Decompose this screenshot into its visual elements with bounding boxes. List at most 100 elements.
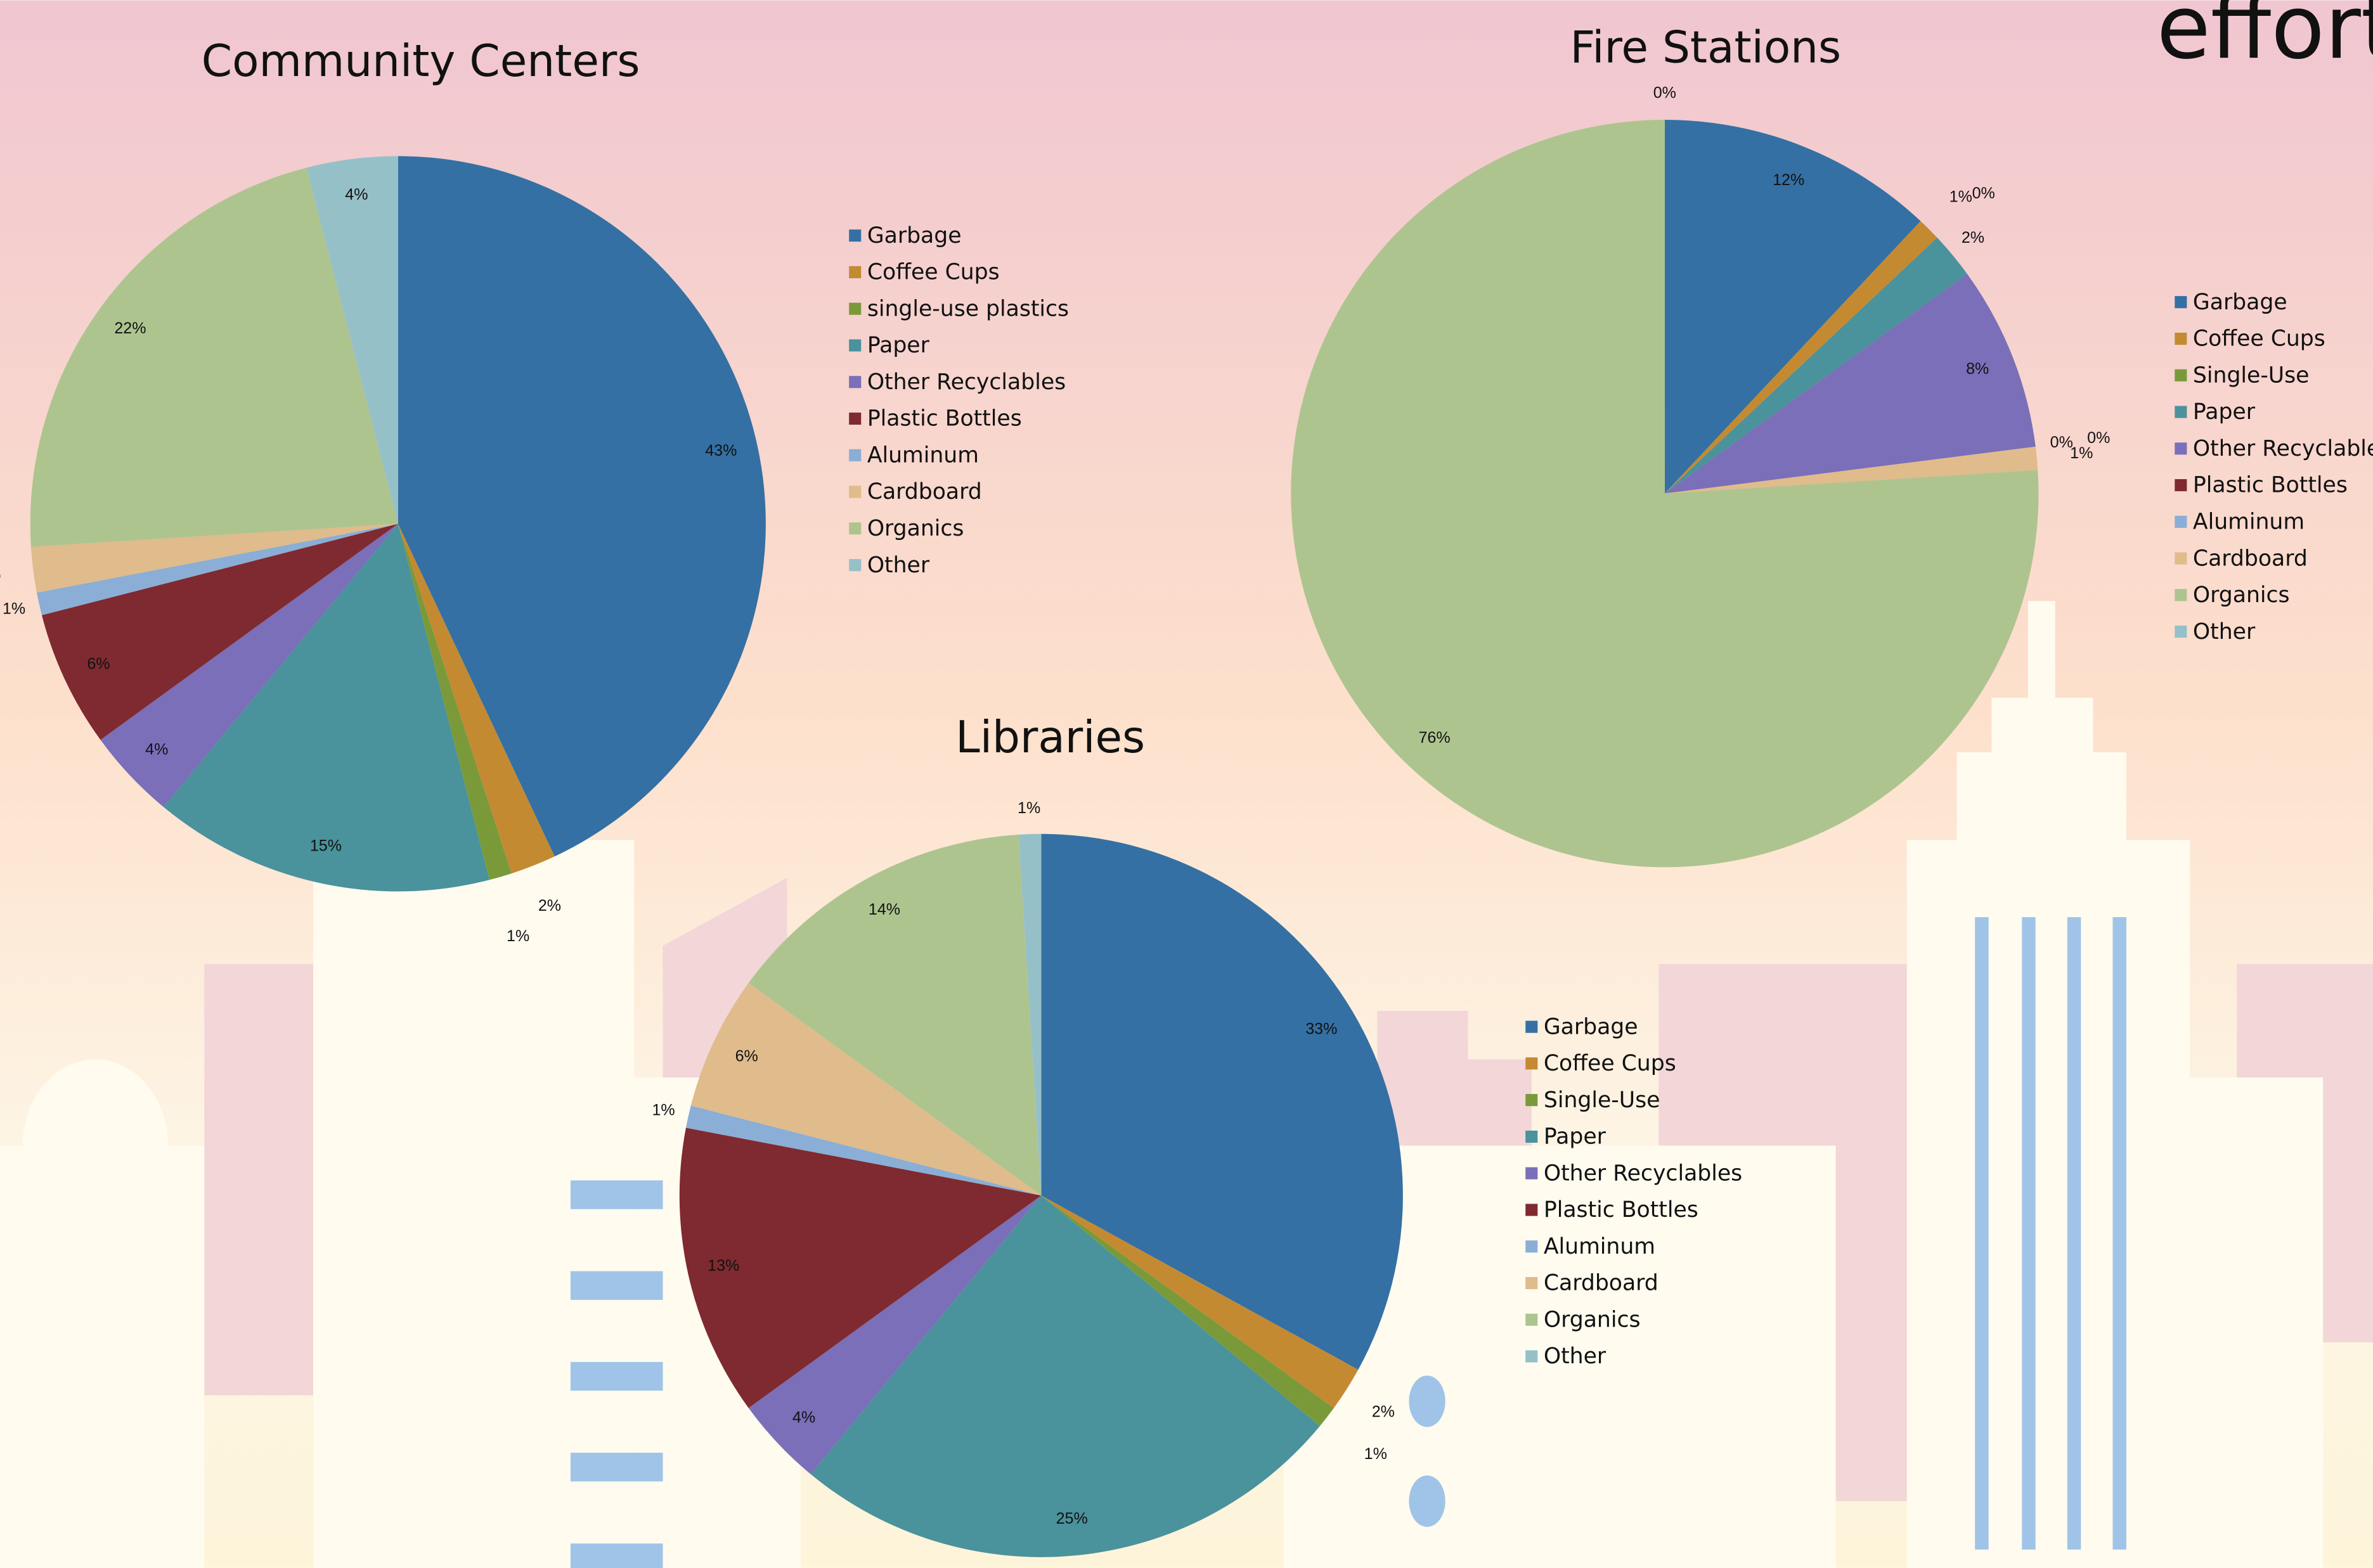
legend-swatch (2175, 589, 2187, 601)
legend-swatch (849, 485, 861, 498)
window (1975, 917, 1988, 1550)
legend-label: Coffee Cups (2193, 326, 2325, 352)
legend-label: Organics (867, 516, 964, 541)
legend-label: Single-Use (1544, 1088, 1660, 1113)
data-label: 1% (507, 927, 529, 945)
data-label: 1% (652, 1102, 675, 1119)
window (571, 1180, 663, 1209)
building (2190, 1077, 2323, 1567)
legend-label: Plastic Bottles (1544, 1197, 1698, 1223)
window (571, 1362, 663, 1391)
chart-title: Fire Stations (1570, 22, 1841, 73)
data-label: 1% (3, 600, 25, 617)
legend-label: Aluminum (2193, 510, 2305, 535)
window (2022, 917, 2035, 1550)
data-label: 12% (1773, 171, 1804, 189)
legend-swatch (2175, 516, 2187, 528)
data-label: 2% (1372, 1403, 1395, 1420)
window (1409, 1375, 1445, 1427)
legend-label: Other Recyclables (2193, 436, 2373, 461)
data-label: 33% (1305, 1020, 1337, 1038)
legend-label: Aluminum (867, 442, 979, 468)
legend-swatch (849, 339, 861, 351)
legend-swatch (849, 229, 861, 241)
data-label: 4% (792, 1408, 815, 1426)
data-label: 1% (2070, 444, 2093, 462)
legend-swatch (1525, 1057, 1537, 1069)
chart-title: Community Centers (202, 36, 640, 87)
legend-swatch (849, 303, 861, 315)
data-label: 0% (1653, 84, 1676, 101)
data-label: 6% (87, 655, 110, 672)
legend-label: single-use plastics (867, 296, 1069, 321)
legend-swatch (849, 559, 861, 571)
data-label: 15% (310, 837, 342, 855)
spire (2028, 601, 2055, 701)
legend-label: Plastic Bottles (2193, 473, 2348, 498)
data-label: 8% (1966, 360, 1989, 378)
data-label: 22% (114, 319, 146, 337)
window (1409, 1475, 1445, 1527)
data-label: 2% (0, 565, 1, 583)
legend-label: Other Recyclables (867, 370, 1066, 395)
legend-label: Cardboard (2193, 546, 2308, 571)
data-label: 4% (345, 186, 368, 203)
legend-swatch (1525, 1131, 1537, 1143)
legend-label: Other (867, 553, 930, 578)
legend-label: Other (2193, 619, 2256, 645)
legend-swatch (2175, 333, 2187, 345)
legend-swatch (2175, 296, 2187, 308)
legend-label: Garbage (1544, 1014, 1638, 1039)
legend-swatch (1525, 1240, 1537, 1252)
legend-label: Plastic Bottles (867, 406, 1022, 432)
building (204, 964, 313, 1395)
data-label: 1% (1364, 1445, 1387, 1463)
legend-label: Aluminum (1544, 1234, 1655, 1259)
building (1991, 698, 2093, 758)
legend-label: Organics (2193, 582, 2290, 608)
legend-swatch (849, 376, 861, 388)
data-label: 6% (735, 1047, 758, 1065)
legend-swatch (2175, 406, 2187, 418)
data-label: 43% (705, 442, 737, 459)
dome (23, 1059, 168, 1231)
page: {"page_title": "effort", "chart_data": [… (0, 0, 2373, 1568)
legend-swatch (1525, 1204, 1537, 1216)
data-label: 0% (1972, 184, 1995, 202)
legend-label: Garbage (2193, 290, 2287, 315)
legend-label: Cardboard (867, 479, 982, 504)
window (2112, 917, 2126, 1550)
data-label: 25% (1056, 1510, 1088, 1527)
window (571, 1453, 663, 1481)
legend-swatch (2175, 442, 2187, 454)
page-title: effort (2157, 0, 2373, 79)
data-label: 4% (145, 740, 168, 758)
data-label: 76% (1418, 729, 1450, 747)
legend-swatch (2175, 553, 2187, 565)
legend-label: Other (1544, 1344, 1607, 1369)
window (571, 1543, 663, 1568)
legend-swatch (2175, 370, 2187, 382)
data-label: 2% (1962, 229, 1984, 247)
data-label: 2% (538, 897, 561, 915)
legend-swatch (849, 449, 861, 461)
legend-swatch (849, 266, 861, 278)
data-label: 13% (708, 1257, 739, 1275)
legend-label: Single-Use (2193, 363, 2310, 388)
legend-label: Other Recyclables (1544, 1160, 1742, 1186)
legend-swatch (1525, 1314, 1537, 1326)
legend-swatch (1525, 1094, 1537, 1106)
data-label: 1% (1018, 799, 1040, 817)
poster: effort Community Centers 43% Garbage 2% Coff… (0, 0, 2373, 1568)
legend-label: Coffee Cups (867, 260, 1000, 285)
legend-swatch (1525, 1277, 1537, 1289)
legend-swatch (1525, 1021, 1537, 1033)
legend-swatch (1525, 1167, 1537, 1179)
legend-label: Organics (1544, 1307, 1641, 1332)
legend-swatch (2175, 626, 2187, 638)
legend-label: Paper (867, 333, 930, 358)
data-label: 1% (1949, 188, 1972, 205)
legend-label: Cardboard (1544, 1271, 1659, 1296)
legend-label: Coffee Cups (1544, 1051, 1676, 1076)
window (2067, 917, 2081, 1550)
